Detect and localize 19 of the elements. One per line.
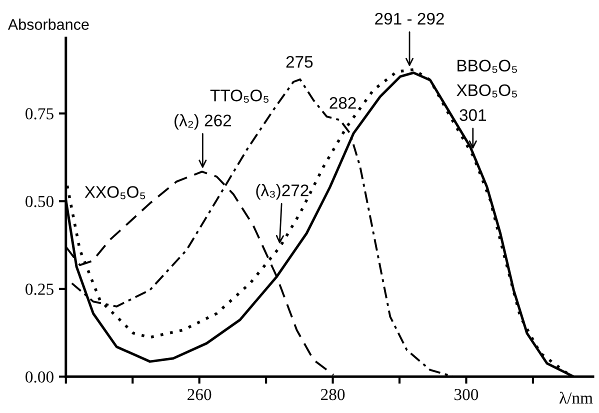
annotation: (λ₂) 262 [174,114,232,130]
x-tick-label: 280 [321,388,345,400]
annotation: 275 [286,56,313,68]
y-tick-label: 0.75 [26,108,54,120]
annotation: 301 [460,109,486,121]
y-tick-label: 0.25 [26,284,54,295]
x-axis-title: λ/nm [559,392,593,404]
series-label: TTO₅O₅ [210,90,269,103]
series-label: XBO₅O₅ [456,84,517,98]
x-tick-label: 260 [188,388,212,400]
series-label: BBO₅O₅ [458,60,517,73]
annotation: 282 [330,97,356,109]
y-axis-title: Absorbance [8,18,89,30]
y-tick-label: 0.50 [26,196,54,208]
annotation: 291 - 292 [375,12,444,25]
y-tick-label: 0.00 [26,371,54,383]
x-tick-label: 300 [454,388,478,400]
series-label: XXO₅O₅ [84,186,146,200]
annotation: (λ₃)272 [256,184,308,200]
